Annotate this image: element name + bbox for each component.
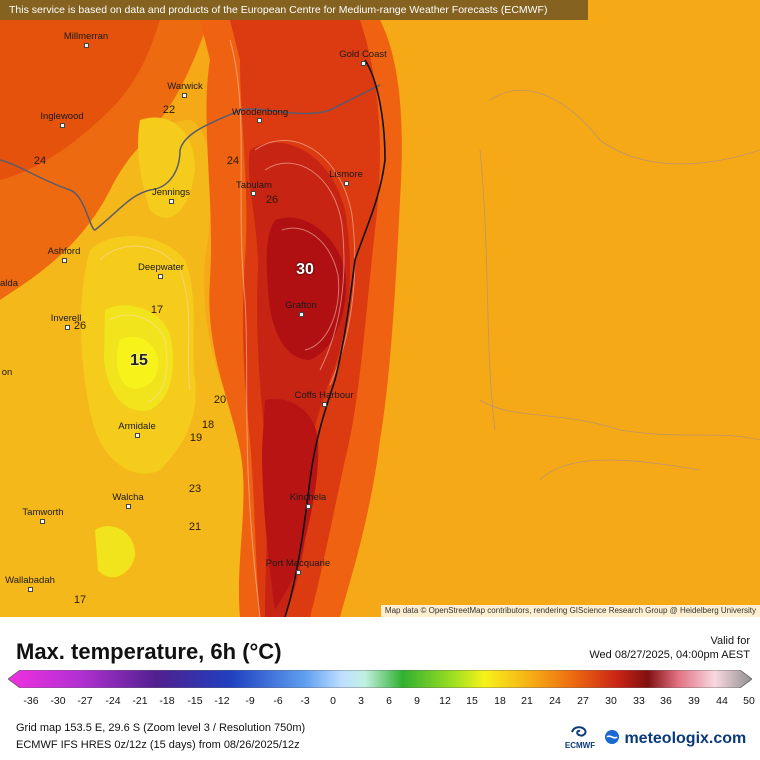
colorbar-tick: -24: [105, 695, 121, 707]
colorbar-tick: -6: [273, 695, 283, 707]
contour-label: 21: [188, 521, 202, 533]
city-marker: [306, 504, 311, 509]
colorbar-tick: 6: [386, 695, 392, 707]
colorbar-tick: -15: [187, 695, 203, 707]
city-label[interactable]: Wallabadah: [5, 575, 55, 586]
colorbar-tick: 39: [688, 695, 700, 707]
contour-label: 15: [130, 352, 148, 369]
colorbar-tick: 50: [743, 695, 755, 707]
colorbar-tick: -18: [159, 695, 175, 707]
contour-label: 30: [296, 261, 314, 278]
colorbar-tick: 36: [660, 695, 672, 707]
city-label[interactable]: Deepwater: [138, 262, 184, 273]
contour-label: 26: [265, 194, 279, 206]
city-marker: [60, 123, 65, 128]
city-marker: [28, 587, 33, 592]
colorbar-tick: 3: [358, 695, 364, 707]
city-marker: [158, 274, 163, 279]
city-label[interactable]: Lismore: [329, 169, 363, 180]
city-marker: [169, 199, 174, 204]
city-label[interactable]: Gold Coast: [339, 49, 387, 60]
colorbar-tick: -9: [245, 695, 255, 707]
legend-panel: Max. temperature, 6h (°C) Valid for Wed …: [0, 617, 760, 760]
city-marker: [344, 181, 349, 186]
map-canvas: [0, 0, 760, 617]
city-label[interactable]: Ashford: [47, 246, 81, 257]
grid-info: Grid map 153.5 E, 29.6 S (Zoom level 3 /…: [16, 722, 306, 734]
contour-label: 24: [226, 155, 240, 167]
colorbar-tick: 27: [577, 695, 589, 707]
legend-title: Max. temperature, 6h (°C): [16, 639, 282, 664]
colorbar-tick: 9: [414, 695, 420, 707]
map-attribution[interactable]: Map data © OpenStreetMap contributors, r…: [380, 605, 760, 617]
contour-label: 20: [213, 394, 227, 406]
city-marker: [361, 61, 366, 66]
colorbar-tick: 24: [549, 695, 561, 707]
contour-label: 22: [162, 104, 176, 116]
city-marker: [65, 325, 70, 330]
colorbar-tick: -21: [132, 695, 148, 707]
colorbar-tick: -36: [23, 695, 39, 707]
city-label[interactable]: Tamworth: [22, 507, 64, 518]
city-label[interactable]: on: [1, 367, 13, 378]
city-label[interactable]: Coffs Harbour: [294, 390, 354, 401]
colorbar-tick: 21: [521, 695, 533, 707]
city-marker: [126, 504, 131, 509]
city-marker: [62, 258, 67, 263]
city-marker: [299, 312, 304, 317]
temperature-map[interactable]: This service is based on data and produc…: [0, 0, 760, 617]
colorbar-ticks: -36 -30 -27 -24 -21 -18 -15 -12 -9 -6 -3…: [0, 695, 760, 709]
colorbar-tick: 18: [494, 695, 506, 707]
colorbar-tick: 44: [716, 695, 728, 707]
city-label[interactable]: Armidale: [118, 421, 156, 432]
city-marker: [296, 570, 301, 575]
ecmwf-logo[interactable]: ECMWF: [560, 725, 600, 750]
city-label[interactable]: Kinchela: [289, 492, 327, 503]
colorbar-tick: 15: [466, 695, 478, 707]
contour-label: 26: [73, 320, 87, 332]
contour-label: 24: [33, 155, 47, 167]
colorbar-tick: -12: [214, 695, 230, 707]
contour-label: 18: [201, 419, 215, 431]
city-marker: [251, 191, 256, 196]
colorbar-tick: 30: [605, 695, 617, 707]
colorbar-tick: 33: [633, 695, 645, 707]
city-label[interactable]: Walcha: [112, 492, 144, 503]
contour-label: 23: [188, 483, 202, 495]
meteologix-brand-text: meteologix.com: [624, 730, 747, 747]
ecmwf-swirl-icon: [571, 726, 587, 737]
model-info: ECMWF IFS HRES 0z/12z (15 days) from 08/…: [16, 739, 300, 751]
city-marker: [84, 43, 89, 48]
city-marker: [40, 519, 45, 524]
city-label[interactable]: Port Macquarie: [265, 558, 331, 569]
city-label[interactable]: Woodenbong: [231, 107, 289, 118]
ecmwf-logo-text: ECMWF: [564, 741, 596, 750]
colorbar: [8, 670, 752, 688]
city-marker: [135, 433, 140, 438]
valid-for-value: Wed 08/27/2025, 04:00pm AEST: [589, 649, 750, 661]
ecmwf-banner: This service is based on data and produc…: [0, 0, 588, 20]
colorbar-tick: -30: [50, 695, 66, 707]
colorbar-tick: 12: [439, 695, 451, 707]
city-label[interactable]: Grafton: [285, 300, 317, 311]
valid-for-label: Valid for: [710, 635, 750, 647]
city-label[interactable]: Jennings: [151, 187, 191, 198]
colorbar-tick: -3: [300, 695, 310, 707]
contour-label: 17: [73, 594, 87, 606]
city-label[interactable]: Inverell: [50, 313, 82, 324]
globe-icon: [605, 730, 619, 744]
contour-label: 19: [189, 432, 203, 444]
colorbar-tick: 0: [330, 695, 336, 707]
contour-label: 17: [150, 304, 164, 316]
city-label[interactable]: Tabulam: [236, 180, 272, 191]
city-marker: [322, 402, 327, 407]
city-label[interactable]: alda: [0, 278, 18, 289]
colorbar-tick: -27: [77, 695, 93, 707]
meteologix-brand[interactable]: meteologix.com: [604, 729, 746, 748]
city-marker: [182, 93, 187, 98]
city-label[interactable]: Millmerran: [63, 31, 109, 42]
city-marker: [257, 118, 262, 123]
city-label[interactable]: Inglewood: [40, 111, 84, 122]
city-label[interactable]: Warwick: [167, 81, 203, 92]
